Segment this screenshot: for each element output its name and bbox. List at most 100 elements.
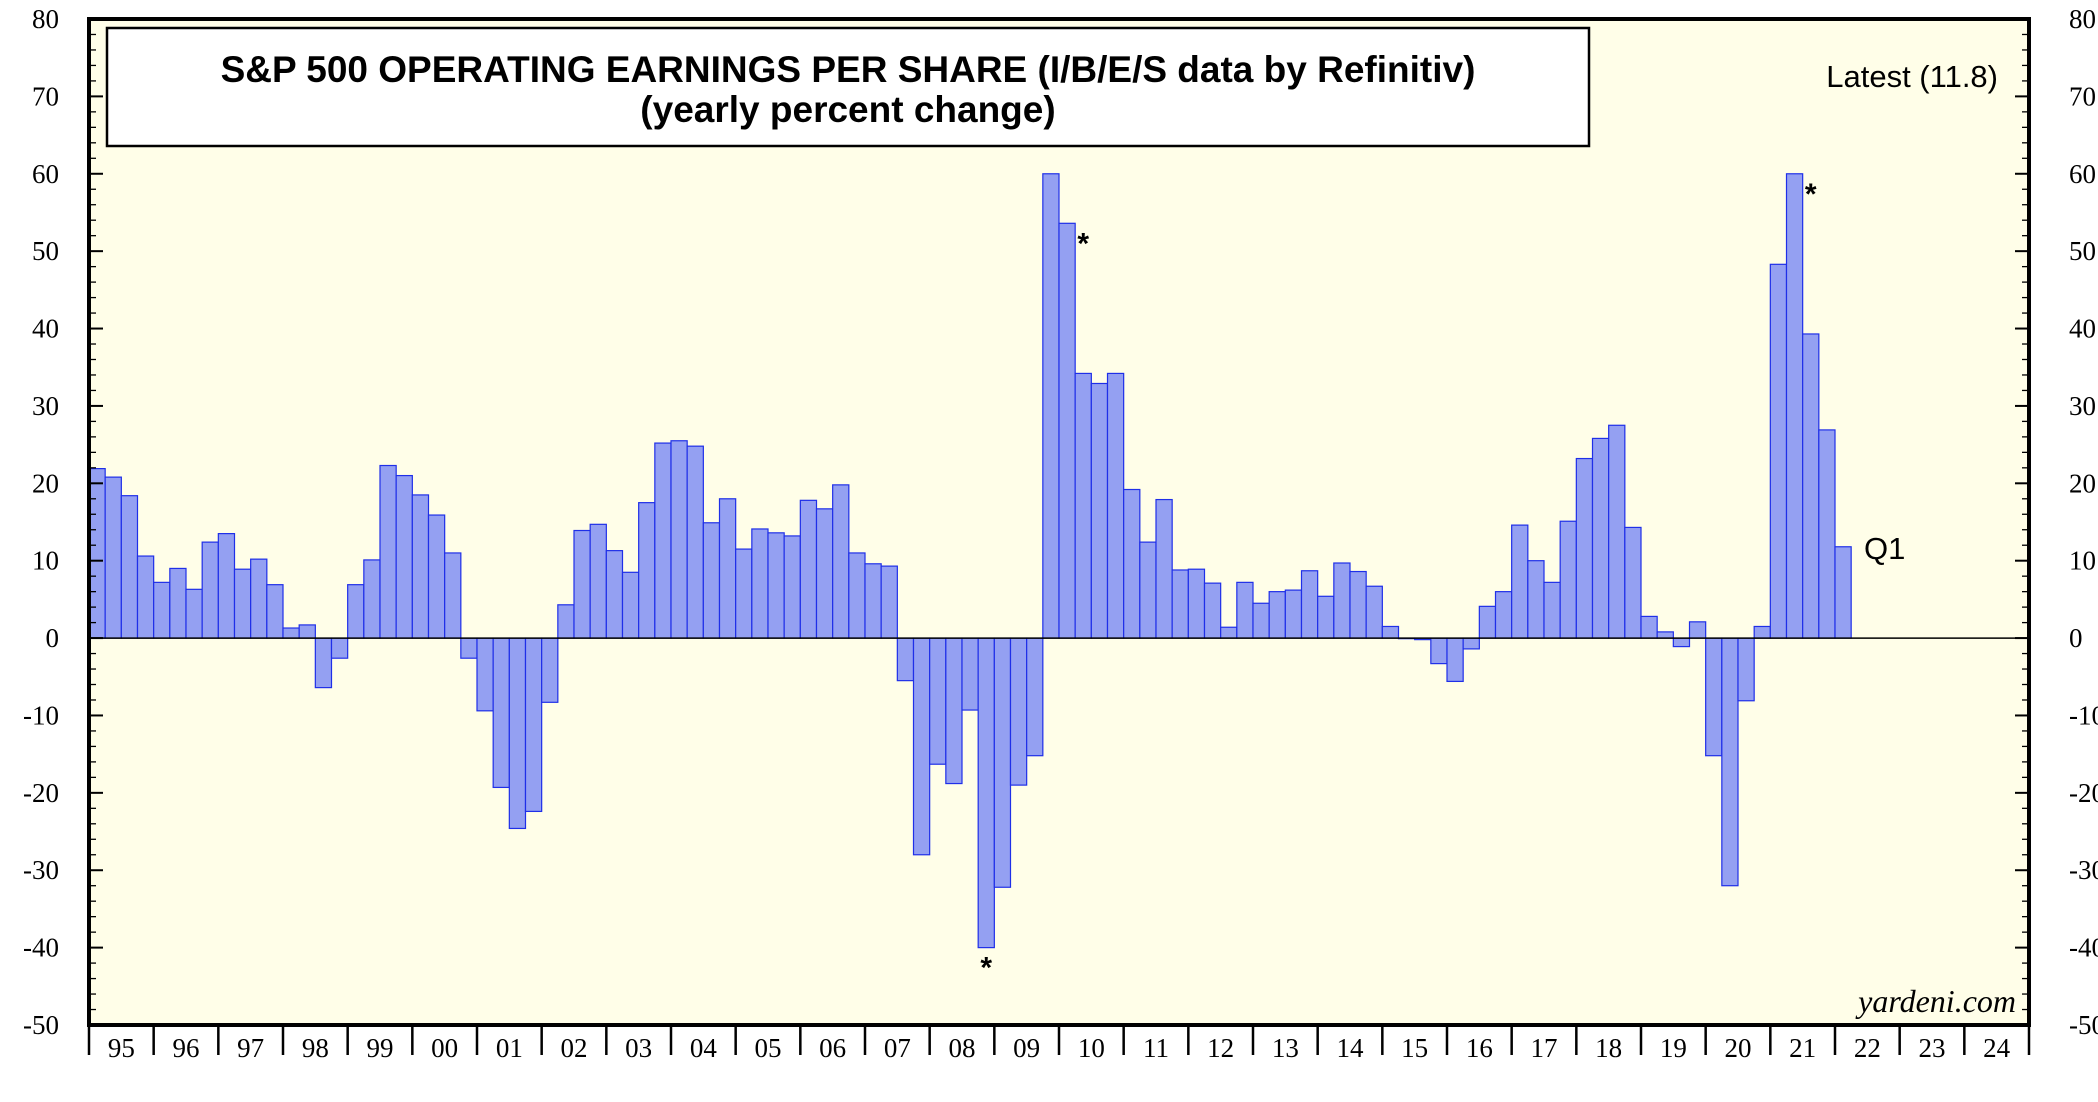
x-tick-label: 97 xyxy=(237,1033,264,1063)
y-tick-label: 80 xyxy=(2069,4,2096,34)
x-tick-label: 05 xyxy=(755,1033,782,1063)
bar xyxy=(912,637,931,856)
bar xyxy=(233,568,252,639)
bar xyxy=(508,637,527,830)
bar xyxy=(1575,457,1594,639)
bar xyxy=(751,528,769,639)
bar xyxy=(961,637,979,711)
bar xyxy=(1446,637,1464,683)
chart-subtitle: (yearly percent change) xyxy=(640,89,1055,130)
bar xyxy=(1462,637,1480,650)
x-tick-label: 21 xyxy=(1789,1033,1816,1063)
y-tick-label: 30 xyxy=(2069,391,2096,421)
x-tick-label: 98 xyxy=(302,1033,329,1063)
y-tick-label: -40 xyxy=(23,933,59,963)
bar xyxy=(444,552,462,639)
x-tick-label: 23 xyxy=(1919,1033,1946,1063)
bar xyxy=(1317,595,1335,639)
y-tick-label: 60 xyxy=(32,159,59,189)
bar xyxy=(169,567,187,639)
bar xyxy=(702,522,721,639)
bar xyxy=(1591,437,1610,639)
x-tick-label: 10 xyxy=(1078,1033,1105,1063)
bar xyxy=(427,514,446,639)
bar xyxy=(1026,637,1044,757)
bar xyxy=(686,445,704,639)
bar xyxy=(153,581,171,639)
bar xyxy=(185,588,203,639)
bar xyxy=(1090,382,1109,639)
bar xyxy=(1139,541,1157,639)
y-tick-label: 0 xyxy=(46,623,60,653)
x-tick-label: 13 xyxy=(1272,1033,1299,1063)
bar xyxy=(1171,569,1189,639)
x-tick-label: 95 xyxy=(108,1033,135,1063)
bar xyxy=(1042,173,1060,639)
x-tick-label: 11 xyxy=(1143,1033,1169,1063)
bar xyxy=(1608,424,1626,639)
bar xyxy=(638,502,656,639)
bar xyxy=(1753,625,1771,639)
asterisk-marker: * xyxy=(980,952,992,985)
bar xyxy=(1559,520,1577,639)
bar xyxy=(670,440,688,639)
y-tick-label: -10 xyxy=(23,700,59,730)
x-tick-label: 19 xyxy=(1660,1033,1687,1063)
bar xyxy=(201,541,219,639)
bar xyxy=(718,498,737,639)
source-label: yardeni.com xyxy=(1855,983,2016,1019)
chart-title: S&P 500 OPERATING EARNINGS PER SHARE (I/… xyxy=(221,49,1476,90)
y-tick-label: 30 xyxy=(32,391,59,421)
bar xyxy=(605,550,624,639)
bar xyxy=(573,529,591,639)
bar xyxy=(541,637,559,703)
bar xyxy=(492,637,510,789)
bar xyxy=(557,604,575,639)
bar xyxy=(1478,605,1497,639)
bar xyxy=(1672,637,1691,648)
bar xyxy=(1187,568,1206,639)
y-tick-label: 80 xyxy=(32,4,59,34)
bar xyxy=(1365,585,1383,639)
x-tick-label: 22 xyxy=(1854,1033,1881,1063)
bar xyxy=(88,468,106,639)
y-tick-label: -40 xyxy=(2069,933,2098,963)
asterisk-marker: * xyxy=(1805,178,1817,211)
bar xyxy=(1300,570,1319,639)
bar xyxy=(104,476,122,639)
x-axis: 95 96 97 98 99 00 01 02 03 04 05 06 07 08 09 10 11 12 13 14… xyxy=(87,1025,2031,1063)
x-tick-label: 06 xyxy=(819,1033,846,1063)
bar xyxy=(1802,333,1820,639)
y-tick-label: -10 xyxy=(2069,700,2098,730)
bar xyxy=(379,464,397,639)
x-tick-label: 04 xyxy=(690,1033,718,1063)
bar xyxy=(1737,637,1755,702)
y-tick-label: -50 xyxy=(2069,1010,2098,1040)
y-tick-label: -20 xyxy=(2069,778,2098,808)
bar xyxy=(460,637,478,659)
bar xyxy=(767,532,785,639)
bar xyxy=(621,571,640,639)
x-tick-label: 99 xyxy=(367,1033,394,1063)
y-tick-label: 10 xyxy=(32,546,59,576)
y-tick-label: 50 xyxy=(32,236,59,266)
bar xyxy=(1656,631,1674,639)
x-tick-label: 18 xyxy=(1595,1033,1622,1063)
bar xyxy=(1123,488,1141,639)
bar xyxy=(1203,582,1222,639)
bar xyxy=(1220,626,1238,639)
bar xyxy=(1511,524,1529,639)
y-tick-label: 50 xyxy=(2069,236,2096,266)
x-tick-label: 14 xyxy=(1337,1033,1365,1063)
y-tick-label: -30 xyxy=(2069,855,2098,885)
x-tick-label: 07 xyxy=(884,1033,911,1063)
latest-quarter-label: Q1 xyxy=(1864,531,1905,566)
plot-frame xyxy=(87,17,2031,1027)
bar xyxy=(1721,637,1739,887)
bar xyxy=(314,637,333,689)
bar xyxy=(1349,570,1367,639)
bar xyxy=(476,637,494,712)
bar xyxy=(363,559,381,639)
latest-label: Latest (11.8) xyxy=(1826,59,1998,94)
bar xyxy=(1074,372,1092,639)
